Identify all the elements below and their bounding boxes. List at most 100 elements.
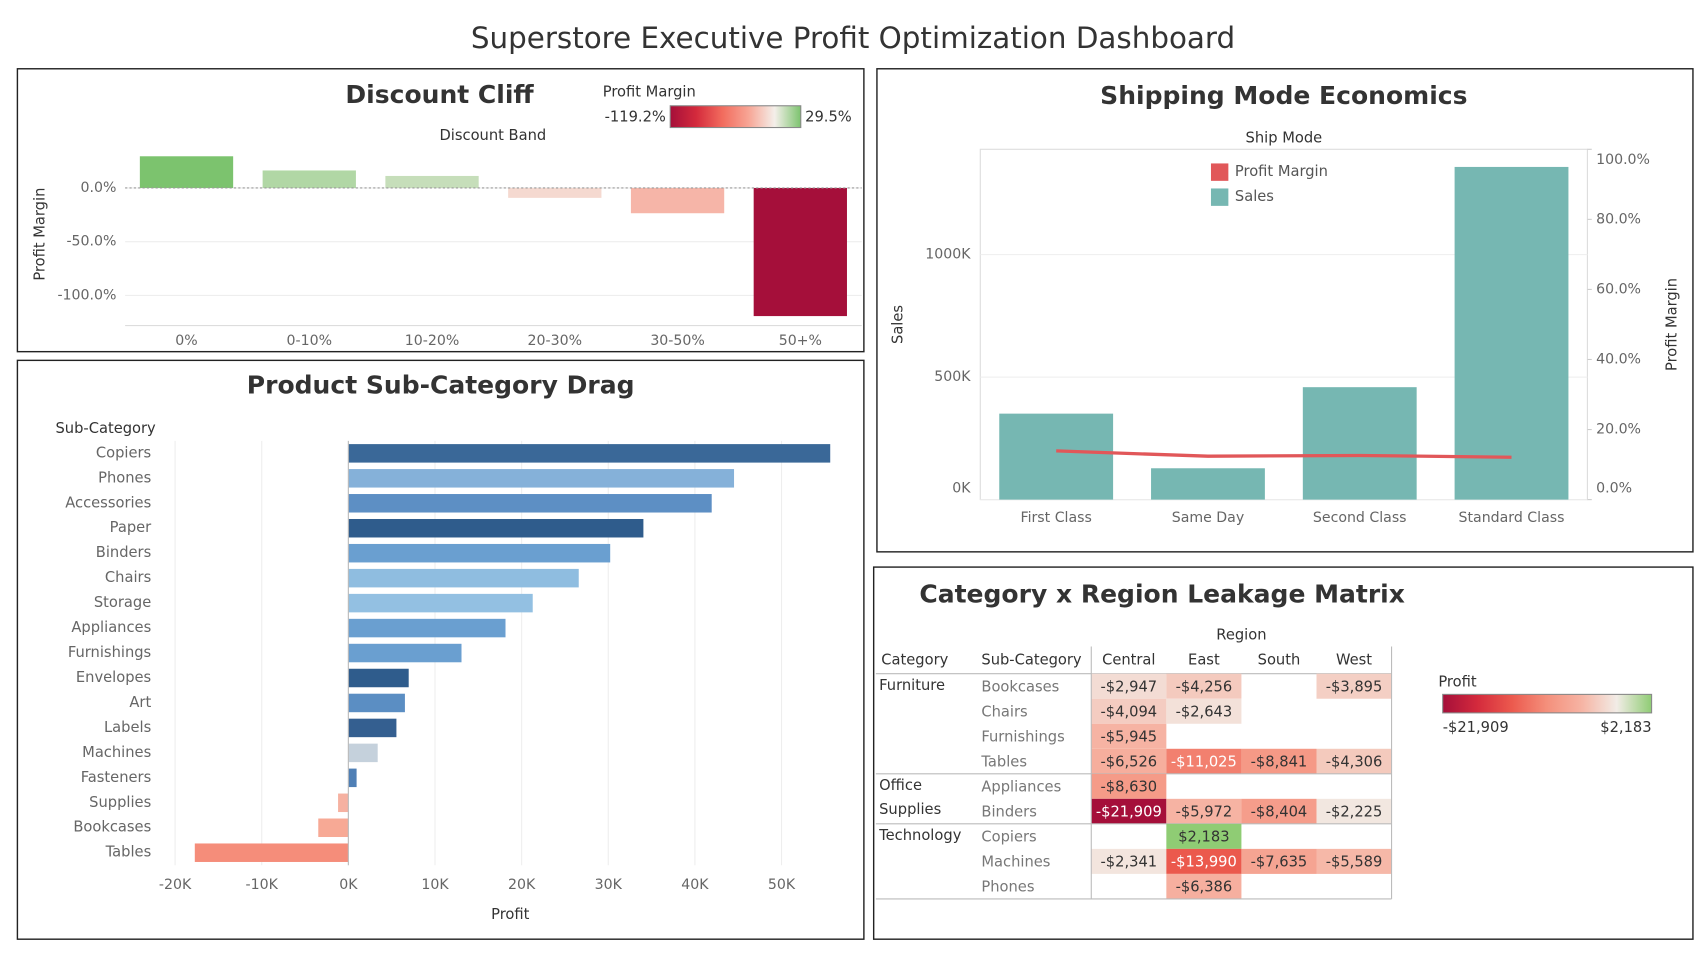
bar	[348, 469, 735, 488]
x-tick-label: 0%	[175, 333, 197, 349]
cell-label: -$2,643	[1176, 703, 1233, 720]
heat-cell	[1166, 798, 1242, 824]
y2-tick-label: 20.0%	[1596, 422, 1641, 438]
bar	[1151, 468, 1265, 500]
y2-tick-label: 40.0%	[1596, 351, 1641, 367]
subcategory-label: Binders	[981, 803, 1036, 820]
category-cell: Technology	[879, 827, 961, 844]
cell-label: -$8,841	[1251, 753, 1308, 770]
y-axis-title: Sub-Category	[55, 420, 156, 437]
x-tick-label: 30K	[595, 877, 623, 893]
y-tick-label: Fasteners	[81, 769, 152, 786]
x-tick-label: 10-20%	[405, 333, 459, 349]
x-tick-label: Same Day	[1172, 510, 1244, 526]
bar	[508, 187, 602, 198]
x-tick-label: 30-50%	[650, 333, 704, 349]
y2-axis-title: Profit Margin	[1663, 278, 1680, 371]
y-tick-label: Copiers	[96, 444, 151, 461]
heat-cell	[1241, 748, 1317, 774]
bar	[348, 543, 611, 563]
cell-label: $2,183	[1178, 828, 1229, 845]
subcategory-label: Machines	[981, 853, 1050, 870]
y-tick-label: Paper	[110, 519, 153, 536]
legend-label: Sales	[1235, 188, 1274, 205]
y-tick-label: -100.0%	[57, 287, 116, 303]
heat-cell	[1091, 723, 1167, 749]
y-axis-title: Sales	[890, 305, 907, 344]
y-tick-label: Art	[129, 694, 151, 711]
column-header: South	[1258, 652, 1301, 669]
chart-title: Discount Cliff	[345, 80, 534, 109]
legend-label: Profit Margin	[1235, 163, 1328, 180]
subcategory-label: Appliances	[981, 778, 1061, 795]
heat-cell	[1091, 673, 1167, 699]
heat-cell	[1316, 673, 1392, 699]
column-header: West	[1336, 652, 1372, 669]
cell-label: -$6,386	[1176, 879, 1233, 896]
x-tick-label: 20-30%	[528, 333, 582, 349]
x-tick-label: 0-10%	[287, 333, 332, 349]
bar	[348, 494, 712, 513]
row-header: Category	[881, 652, 948, 669]
y-tick-label: Storage	[94, 594, 151, 611]
x-axis-title: Ship Mode	[1246, 129, 1323, 146]
legend-swatch	[1210, 188, 1229, 206]
heat-cell	[1091, 748, 1167, 774]
legend-max: 29.5%	[805, 109, 852, 126]
subcategory-label: Tables	[980, 753, 1027, 770]
y-tick-label: 500K	[934, 369, 971, 385]
y-tick-label: Tables	[105, 844, 152, 861]
legend-title: Profit Margin	[603, 84, 696, 101]
cell-label: -$3,895	[1326, 678, 1383, 695]
x-tick-label: Standard Class	[1459, 510, 1565, 526]
bar	[630, 187, 725, 214]
legend-gradient	[1442, 693, 1653, 714]
bar	[318, 818, 349, 838]
cell-label: -$13,990	[1171, 853, 1237, 870]
column-header: Central	[1102, 652, 1155, 669]
cell-label: -$4,306	[1326, 753, 1383, 770]
y2-tick-label: 0.0%	[1596, 481, 1632, 497]
column-title: Region	[1216, 627, 1266, 644]
x-tick-label: 50K	[768, 877, 796, 893]
bar	[348, 718, 397, 738]
bar	[1302, 387, 1417, 500]
y2-tick-label: 100.0%	[1596, 152, 1650, 168]
cell-label: -$6,526	[1100, 753, 1157, 770]
bar	[139, 156, 234, 188]
y2-tick-label: 60.0%	[1596, 281, 1641, 297]
heat-cell	[1166, 873, 1242, 899]
heat-cell	[1241, 848, 1317, 874]
x-tick-label: First Class	[1020, 510, 1091, 526]
x-tick-label: 0K	[339, 877, 358, 893]
y-tick-label: Appliances	[71, 619, 151, 636]
subcategory-label: Phones	[981, 879, 1034, 896]
heat-cell	[1166, 823, 1242, 849]
bar	[348, 518, 644, 538]
bar	[194, 843, 349, 862]
y-tick-label: -50.0%	[66, 234, 116, 250]
y-tick-label: Accessories	[65, 494, 151, 511]
heat-cell	[1091, 698, 1167, 724]
heat-cell	[1316, 798, 1392, 824]
bar	[348, 668, 409, 688]
bar	[348, 568, 579, 588]
bar	[348, 643, 462, 663]
column-header: East	[1188, 652, 1220, 669]
y-tick-label: Chairs	[105, 569, 151, 586]
y-tick-label: Furnishings	[68, 644, 151, 661]
cell-label: -$5,945	[1100, 728, 1157, 745]
cell-label: -$11,025	[1171, 753, 1237, 770]
chart-title: Category x Region Leakage Matrix	[919, 579, 1405, 608]
heat-cell	[1166, 673, 1242, 699]
chart-title: Product Sub-Category Drag	[247, 370, 635, 399]
bar	[348, 743, 378, 763]
page-title: Superstore Executive Profit Optimization…	[471, 21, 1235, 55]
x-tick-label: -10K	[246, 877, 279, 893]
category-cell: Furniture	[879, 677, 945, 694]
x-tick-label: 10K	[421, 877, 449, 893]
y-tick-label: Envelopes	[76, 669, 151, 686]
cell-label: -$8,404	[1251, 803, 1308, 820]
heat-cell	[1091, 773, 1167, 799]
